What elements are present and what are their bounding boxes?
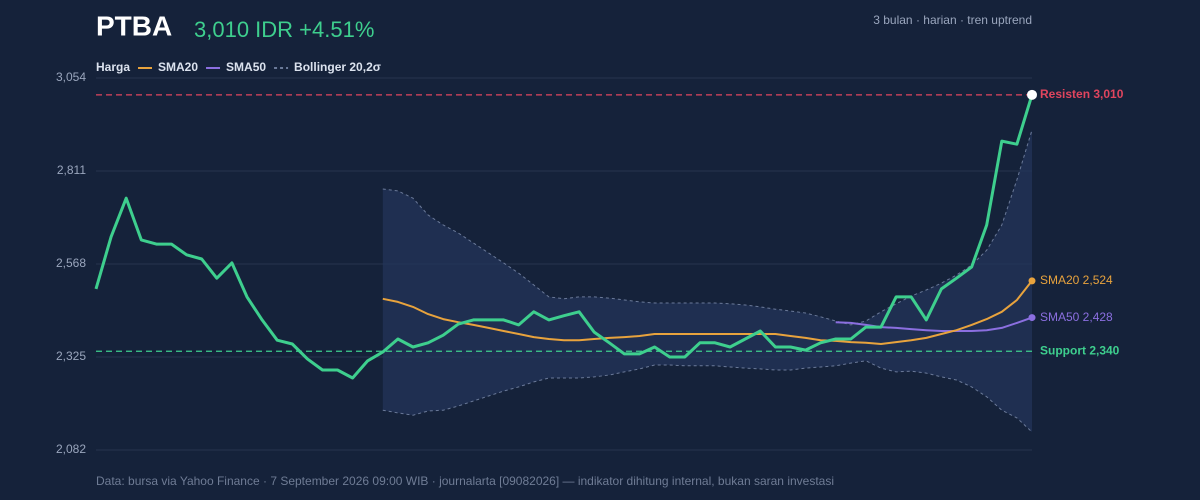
series-line — [835, 316, 1033, 332]
end-label: SMA20 2,524 — [1040, 273, 1113, 287]
legend: Harga SMA20 SMA50 Bollinger 20,2σ — [96, 60, 381, 74]
legend-label: Bollinger 20,2σ — [294, 60, 381, 74]
y-tick-label: 2,568 — [56, 256, 86, 270]
legend-label: SMA50 — [226, 60, 266, 74]
end-label: SMA50 2,428 — [1040, 310, 1113, 324]
price-label: 3,010 IDR +4.51% — [194, 17, 374, 42]
y-tick-label: 2,082 — [56, 442, 86, 456]
y-tick-label: 3,054 — [56, 70, 86, 84]
legend-label: SMA20 — [158, 60, 198, 74]
level-label: Support 2,340 — [1040, 343, 1120, 357]
bollinger-band — [382, 130, 1032, 432]
y-tick-label: 2,325 — [56, 349, 86, 363]
level-label: Resisten 3,010 — [1040, 87, 1124, 101]
legend-label: Harga — [96, 60, 130, 74]
chart-title: PTBA — [96, 10, 172, 41]
series-line — [94, 94, 1034, 380]
end-dot — [1028, 314, 1036, 322]
bollinger-lower — [382, 360, 1033, 433]
subtitle: 3 bulan · harian · tren uptrend — [873, 13, 1032, 27]
end-dot — [1028, 277, 1036, 285]
source: Data: bursa via Yahoo Finance · 7 Septem… — [96, 474, 834, 488]
series-line — [382, 280, 1033, 345]
y-tick-label: 2,811 — [57, 163, 86, 177]
bollinger-upper — [382, 129, 1033, 326]
last-price-dot — [1027, 89, 1037, 100]
